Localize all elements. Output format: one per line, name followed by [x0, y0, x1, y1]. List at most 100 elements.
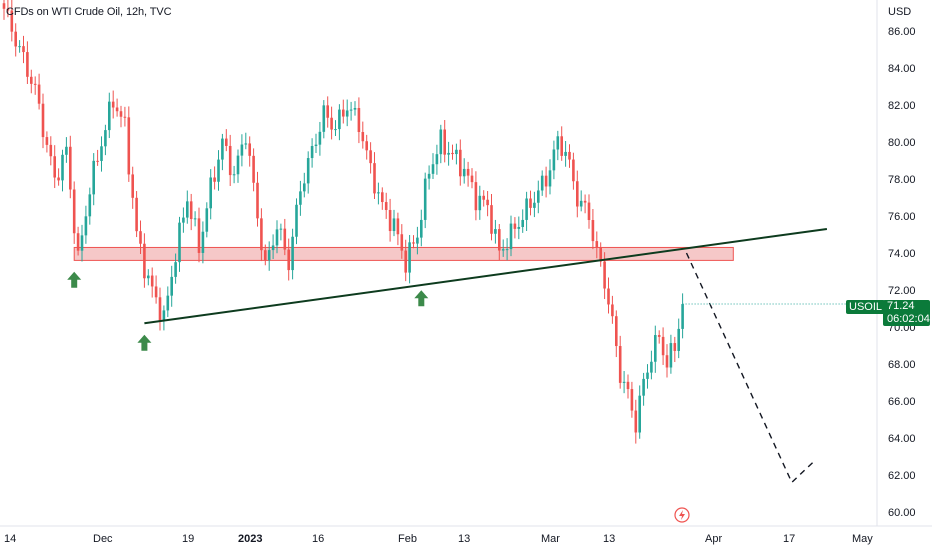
candle	[33, 76, 37, 95]
candle-body	[228, 145, 232, 176]
candle	[57, 168, 60, 186]
y-tick-label: 76.00	[888, 211, 916, 223]
candle-body	[420, 219, 423, 238]
x-tick-label: 13	[458, 533, 470, 545]
candle-body	[6, 8, 10, 11]
candle	[548, 159, 552, 195]
candle	[591, 208, 595, 250]
candle-body	[404, 250, 407, 273]
candle	[587, 194, 591, 229]
candle	[540, 170, 544, 196]
candle	[244, 132, 248, 150]
candle	[361, 121, 365, 149]
candle-body	[217, 159, 220, 182]
candle-body	[392, 218, 396, 232]
candle-body	[26, 52, 29, 77]
candle-body	[439, 129, 443, 155]
candle	[618, 335, 622, 389]
candle-body	[248, 143, 251, 156]
candle	[287, 238, 290, 281]
candle-body	[548, 170, 552, 187]
candle	[37, 73, 41, 110]
candle-body	[654, 335, 657, 362]
candle	[377, 182, 380, 205]
candle	[318, 121, 322, 156]
candle	[334, 120, 337, 137]
candle-body	[10, 10, 14, 32]
candles-layer	[2, 0, 684, 444]
x-tick-label: Feb	[398, 533, 417, 545]
candle-body	[303, 183, 306, 192]
candle-body	[459, 149, 462, 177]
candle-body	[225, 138, 228, 146]
candle	[201, 221, 205, 264]
candle	[626, 374, 630, 399]
candle	[100, 136, 103, 172]
candle-body	[388, 209, 392, 232]
candle-body	[349, 109, 353, 111]
candle-body	[474, 182, 478, 211]
candle-body	[338, 109, 341, 130]
candle-body	[369, 150, 372, 164]
candle	[61, 149, 64, 192]
projection-path	[685, 252, 816, 484]
candle-body	[669, 343, 673, 368]
candle	[197, 207, 201, 263]
candle-body	[283, 228, 287, 250]
candle	[599, 242, 602, 267]
candle-body	[587, 202, 591, 221]
candle-body	[178, 222, 181, 263]
candle	[412, 235, 415, 249]
candle	[326, 96, 329, 128]
candle-body	[451, 152, 454, 155]
candle-body	[14, 31, 17, 47]
candle	[501, 239, 505, 257]
candle	[665, 344, 669, 378]
candle	[225, 129, 228, 152]
candle-body	[37, 84, 41, 104]
candle-body	[533, 202, 536, 208]
candle-body	[334, 129, 337, 131]
candle-body	[427, 173, 431, 179]
lightning-icon-bolt	[679, 510, 685, 520]
candle-body	[579, 200, 583, 207]
candle	[661, 327, 665, 365]
candle	[310, 138, 314, 168]
candle-body	[603, 261, 606, 289]
candle-body	[490, 205, 493, 234]
candle	[240, 134, 244, 167]
candle	[119, 105, 123, 128]
candle	[416, 226, 419, 255]
candle	[154, 275, 158, 304]
candle-body	[466, 168, 470, 176]
candle-body	[384, 202, 388, 210]
candle	[69, 135, 72, 199]
candle	[213, 166, 216, 190]
candle	[166, 286, 170, 318]
candle-body	[76, 233, 80, 251]
y-tick-label: 68.00	[888, 359, 916, 371]
candle	[131, 166, 134, 209]
candle	[369, 142, 372, 174]
candle	[459, 139, 462, 186]
candle	[634, 399, 638, 444]
y-tick-label: 60.00	[888, 507, 916, 519]
y-tick-label: 64.00	[888, 433, 916, 445]
candle	[76, 226, 80, 256]
candle	[193, 211, 197, 227]
symbol-badge: USOIL	[846, 300, 886, 314]
candle-body	[65, 146, 68, 155]
candle	[104, 124, 107, 156]
candle	[427, 165, 431, 190]
candle-body	[642, 378, 645, 396]
candle	[525, 191, 528, 231]
candle-body	[119, 111, 123, 117]
candle-body	[677, 328, 680, 351]
candle-body	[564, 151, 567, 156]
candle	[560, 126, 563, 161]
candle-body	[291, 236, 294, 271]
candle	[650, 350, 653, 380]
candle-body	[22, 46, 25, 53]
